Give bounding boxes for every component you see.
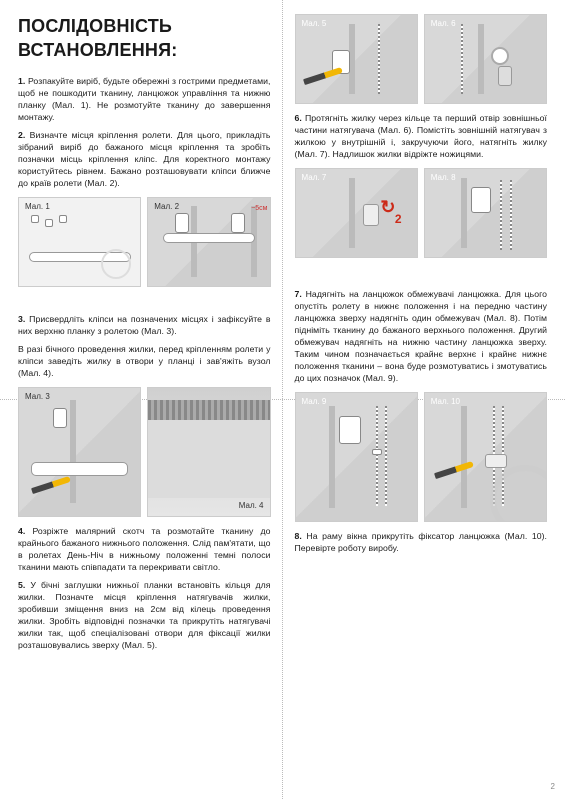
step-num-8: 8. [295,531,302,541]
step-num-3: 3. [18,314,25,324]
step-7: 7. Надягніть на ланцюжок обмежувачі ланц… [295,288,548,384]
step-5: 5. У бічні заглушки нижньої планки встан… [18,579,271,651]
figure-5: Мал. 5 [295,14,418,104]
figure-7: Мал. 7 ↻ 2 [295,168,418,258]
left-column: ПОСЛІДОВНІСТЬ ВСТАНОВЛЕННЯ: 1. Розпакуйт… [0,0,283,799]
figure-4: Мал. 4 [147,387,270,517]
step-4-text: Розріжте малярний скотч та розмотайте тк… [18,526,271,572]
step-8-text: На раму вікна прикрутіть фіксатор ланцюж… [295,531,547,553]
figure-3: Мал. 3 [18,387,141,517]
figure-6-label: Мал. 6 [431,19,456,30]
figure-9-label: Мал. 9 [302,397,327,408]
step-8: 8. На раму вікна прикрутіть фіксатор лан… [295,530,548,554]
page: ПОСЛІДОВНІСТЬ ВСТАНОВЛЕННЯ: 1. Розпакуйт… [0,0,565,799]
figure-9: Мал. 9 [295,392,418,522]
step-3b: В разі бічного проведення жилки, перед к… [18,343,271,379]
fig-row-9-10: Мал. 9 Мал. 10 [295,392,548,522]
right-column: Мал. 5 Мал. 6 6. Протягніть жилку через … [283,0,565,799]
figure-10-label: Мал. 10 [431,397,460,408]
figure-6: Мал. 6 [424,14,547,104]
figure-7-label: Мал. 7 [302,173,327,184]
step-2-text: Визначте місця кріплення ролети. Для цьо… [18,130,271,188]
figure-1-label: Мал. 1 [25,202,50,213]
figure-8-label: Мал. 8 [431,173,456,184]
step-7-text: Надягніть на ланцюжок обмежувачі ланцюжк… [295,289,548,383]
step-2: 2. Визначте місця кріплення ролети. Для … [18,129,271,189]
figure-8: Мал. 8 [424,168,547,258]
step-num-5: 5. [18,580,25,590]
step-num-2: 2. [18,130,25,140]
step-1-text: Розпакуйте виріб, будьте обережні з гост… [18,76,271,122]
step-3-text-b: В разі бічного проведення жилки, перед к… [18,344,271,378]
page-title: ПОСЛІДОВНІСТЬ ВСТАНОВЛЕННЯ: [18,14,271,63]
step-num-1: 1. [18,76,25,86]
step-num-4: 4. [18,526,25,536]
figure-2-label-b: Мал. 2 [154,202,179,213]
step-6: 6. Протягніть жилку через кільце та перш… [295,112,548,160]
figure-4-label: Мал. 4 [239,501,264,512]
arrow-rotate-icon: ↻ [380,195,395,219]
page-number: 2 [551,782,555,793]
figure-10: Мал. 10 [424,392,547,522]
step-6-text: Протягніть жилку через кільце та перший … [295,113,548,159]
dim-5cm: ~5см [251,204,267,213]
figure-1: Мал. 1 [18,197,141,287]
step-3: 3. Присвердліть кліпси на позначених міс… [18,313,271,337]
step-4: 4. Розріжте малярний скотч та розмотайте… [18,525,271,573]
arrow-number: 2 [395,211,402,227]
fig-row-5-6: Мал. 5 Мал. 6 [295,14,548,104]
fig-row-7-8: Мал. 7 ↻ 2 Мал. 8 [295,168,548,258]
fig-row-1-2: Мал. 1 Мал. 2 Мал. 2 ~5см [18,197,271,287]
step-3-text-a: Присвердліть кліпси на позначених місцях… [18,314,271,336]
step-num-7: 7. [295,289,302,299]
figure-2: Мал. 2 Мал. 2 ~5см [147,197,270,287]
step-num-6: 6. [295,113,302,123]
figure-3-label: Мал. 3 [25,392,50,403]
step-5-text: У бічні заглушки нижньої планки встанові… [18,580,271,650]
figure-5-label: Мал. 5 [302,19,327,30]
fig-row-3-4: Мал. 3 Мал. 4 [18,387,271,517]
step-1: 1. Розпакуйте виріб, будьте обережні з г… [18,75,271,123]
